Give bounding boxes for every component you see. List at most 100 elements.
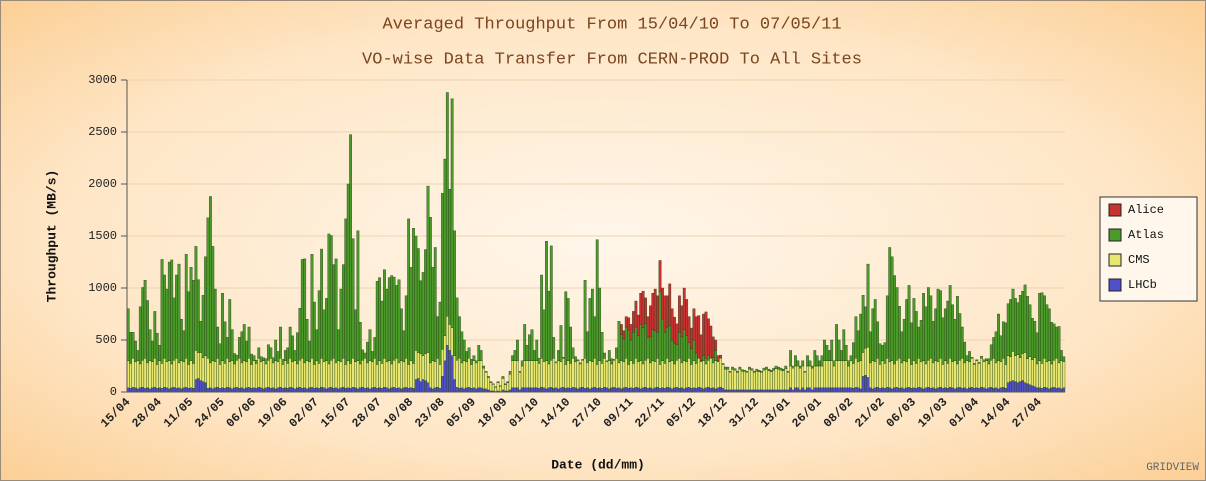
bar-segment [931,321,935,364]
bar-segment [651,293,655,330]
bar-segment [740,369,744,372]
bar-segment [651,360,655,390]
bar-segment [702,360,705,390]
bar-segment [194,350,198,380]
bar-segment [211,360,215,390]
legend-label: Atlas [1128,228,1164,242]
bar-segment [433,247,437,363]
bar-segment [692,360,696,389]
bar-segment [300,388,304,393]
bar-segment [784,365,788,369]
bar-segment [830,387,834,393]
bar-segment [433,387,437,393]
bar-segment [658,260,662,292]
bar-segment [561,387,565,393]
bar-segment [919,387,923,393]
bar-segment [694,388,698,393]
bar-segment [808,360,812,367]
bar-segment [820,387,824,393]
bar-segment [728,371,732,373]
bar-segment [1016,382,1020,393]
bar-segment [774,365,778,369]
bar-segment [240,331,244,364]
bars [126,92,1066,393]
bar-segment [528,387,531,393]
bar-segment [242,324,246,361]
bar-segment [968,361,971,389]
bar-segment [1021,353,1025,381]
bar-segment [221,387,224,393]
bar-segment [699,387,703,393]
bar-segment [818,387,822,393]
bar-segment [424,380,427,393]
y-tick-label: 2000 [88,177,117,191]
bar-segment [1011,380,1015,393]
bar-segment [917,387,921,393]
bar-segment [813,350,817,367]
bar-segment [569,363,572,389]
bar-segment [649,336,652,364]
bar-segment [499,385,502,387]
bar-segment [192,363,195,389]
bar-segment [629,339,633,361]
bar-segment [291,335,294,363]
bar-segment [247,387,251,393]
bar-segment [641,327,645,365]
bar-segment [346,183,350,361]
bar-segment [583,280,587,359]
bar-segment [716,355,720,361]
bar-segment [182,330,186,363]
bar-segment [837,360,841,389]
bar-segment [1004,364,1008,389]
bar-segment [719,358,722,388]
bar-segment [281,388,285,393]
bar-segment [885,387,889,393]
bar-segment [982,387,986,393]
bar-segment [629,387,633,393]
bar-segment [320,358,323,388]
bar-segment [709,358,713,389]
bar-segment [958,360,962,388]
bar-segment [523,360,527,389]
bar-segment [218,343,222,365]
bar-segment [893,387,896,393]
bar-segment [980,358,983,388]
bar-segment [264,363,268,389]
bar-segment [409,360,413,389]
bar-segment [247,326,251,359]
bar-segment [467,358,471,388]
bar-segment [370,361,374,389]
bar-segment [327,363,331,389]
bar-segment [977,388,981,393]
bar-segment [206,358,210,389]
bar-segment [479,350,483,361]
bar-segment [448,350,452,393]
bar-segment [876,321,880,359]
bar-segment [791,367,795,391]
bar-segment [620,324,623,335]
bar-segment [134,387,137,393]
bar-segment [869,331,872,364]
bar-segment [373,337,377,359]
bar-segment [1035,332,1039,365]
bar-segment [141,387,145,393]
bar-segment [905,299,909,363]
bar-segment [656,387,660,393]
bar-segment [414,235,418,351]
bar-segment [506,381,510,383]
bar-segment [692,387,696,393]
watermark: GRIDVIEW [1146,462,1199,474]
bar-segment [622,387,626,393]
bar-segment [455,297,459,361]
bar-segment [262,357,265,361]
bar-segment [520,387,524,393]
bar-segment [271,357,275,364]
bar-segment [1014,355,1017,382]
bar-segment [649,362,652,389]
bar-segment [390,363,394,389]
bar-segment [704,311,708,359]
bar-segment [192,388,195,393]
bar-segment [445,315,449,346]
bar-segment [267,360,270,388]
